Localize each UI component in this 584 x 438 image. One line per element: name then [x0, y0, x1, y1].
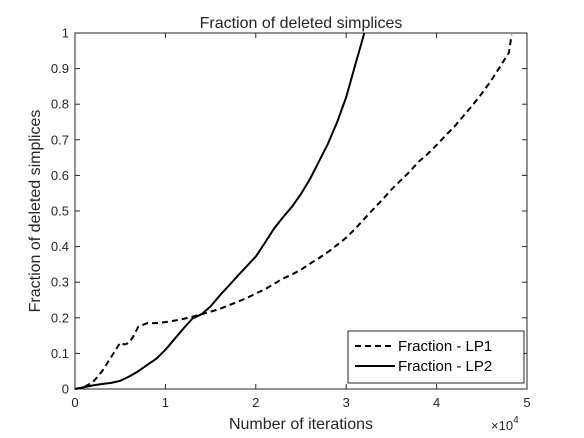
y-tick-label: 0.8 [51, 97, 69, 112]
series-layer [74, 32, 513, 390]
y-tick-label: 1 [62, 26, 69, 41]
series-line-2 [74, 32, 366, 390]
y-axis: 0 0.1 0.2 0.3 0.4 0.5 0.6 0.7 0.8 0.9 1 [51, 26, 527, 397]
y-tick-label: 0.7 [51, 132, 69, 147]
x-axis: 0 1 2 3 4 5 [71, 33, 531, 410]
x-axis-label: Number of iterations [229, 416, 373, 433]
x-tick-label: 0 [71, 395, 78, 410]
y-tick-label: 0 [62, 382, 69, 397]
legend-label-lp1: Fraction - LP1 [398, 338, 492, 355]
series-line-1 [74, 34, 513, 390]
y-tick-label: 0.9 [51, 61, 69, 76]
legend-label-lp2: Fraction - LP2 [398, 358, 492, 375]
y-tick-label: 0.5 [51, 204, 69, 219]
y-tick-label: 0.6 [51, 168, 69, 183]
x-tick-label: 2 [252, 395, 259, 410]
x-tick-label: 3 [343, 395, 350, 410]
y-tick-label: 0.3 [51, 275, 69, 290]
legend-box [347, 330, 525, 384]
legend: Fraction - LP1 Fraction - LP2 [347, 330, 525, 384]
chart-title: Fraction of deleted simplices [200, 15, 403, 32]
x-axis-multiplier-exponent: 4 [513, 415, 519, 426]
x-tick-label: 1 [162, 395, 169, 410]
y-axis-label: Fraction of deleted simplices [27, 110, 44, 313]
y-tick-label: 0.4 [51, 239, 69, 254]
y-tick-label: 0.2 [51, 310, 69, 325]
x-tick-label: 5 [523, 395, 530, 410]
x-axis-multiplier: ×104 [491, 415, 519, 433]
x-tick-label: 4 [433, 395, 440, 410]
x-axis-multiplier-base: ×10 [491, 418, 513, 433]
y-tick-label: 0.1 [51, 346, 69, 361]
